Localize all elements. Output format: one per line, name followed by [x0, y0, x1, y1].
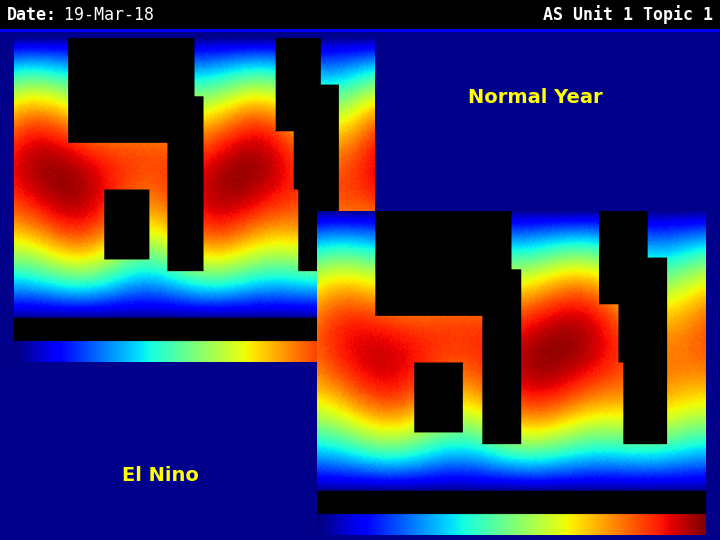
Bar	[0, 0, 720, 30]
Text: El Nino: El Nino	[122, 465, 199, 485]
Text: AS Unit 1 Topic 1: AS Unit 1 Topic 1	[543, 5, 713, 24]
Text: 19-Mar-18: 19-Mar-18	[54, 6, 154, 24]
Text: Normal Year: Normal Year	[468, 87, 603, 107]
Text: Date:: Date:	[7, 6, 57, 24]
